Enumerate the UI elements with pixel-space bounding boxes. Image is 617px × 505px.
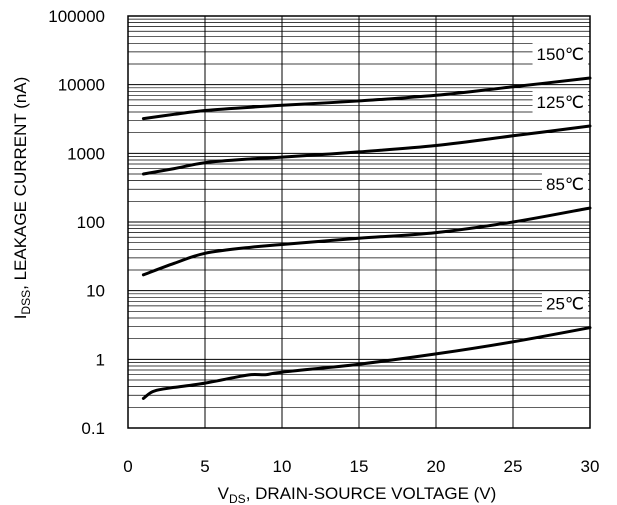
y-tick-label: 100: [77, 213, 105, 232]
series-line: [141, 124, 592, 176]
y-tick-labels: 0.1 1 10 100 1000 10000 100000: [48, 7, 105, 438]
series-label-background: [541, 292, 588, 316]
series-line: [141, 76, 592, 121]
series-label: 150℃: [537, 45, 584, 64]
x-axis-label: VDS, DRAIN-SOURCE VOLTAGE (V): [218, 484, 497, 505]
y-tick-label: 100000: [48, 7, 105, 26]
x-tick-label: 15: [350, 457, 369, 476]
series-label: 125℃: [537, 93, 584, 112]
y-tick-label: 1000: [67, 144, 105, 163]
y-tick-label: 0.1: [81, 419, 105, 438]
series-label: 85℃: [546, 175, 584, 194]
series-label-background: [532, 43, 588, 67]
series-line: [141, 326, 592, 400]
series-label-background: [532, 91, 588, 115]
y-tick-label: 1: [96, 350, 105, 369]
y-axis-label: IDSS, LEAKAGE CURRENT (nA): [11, 77, 33, 320]
series-label-background: [541, 172, 588, 196]
plot-frame: [127, 15, 591, 429]
x-tick-label: 5: [200, 457, 209, 476]
y-tick-label: 10000: [58, 76, 105, 95]
x-tick-label: 25: [504, 457, 523, 476]
x-tick-labels: 0 5 10 15 20 25 30: [123, 457, 599, 476]
x-tick-label: 0: [123, 457, 132, 476]
plot-grid: [128, 16, 590, 428]
series-lines: [141, 76, 592, 400]
series-line: [141, 206, 592, 277]
x-tick-label: 30: [581, 457, 600, 476]
x-tick-label: 10: [273, 457, 292, 476]
y-tick-label: 10: [86, 282, 105, 301]
series-labels: 150℃ 125℃ 85℃ 25℃: [532, 43, 588, 316]
x-tick-label: 20: [427, 457, 446, 476]
series-label: 25℃: [546, 295, 584, 314]
